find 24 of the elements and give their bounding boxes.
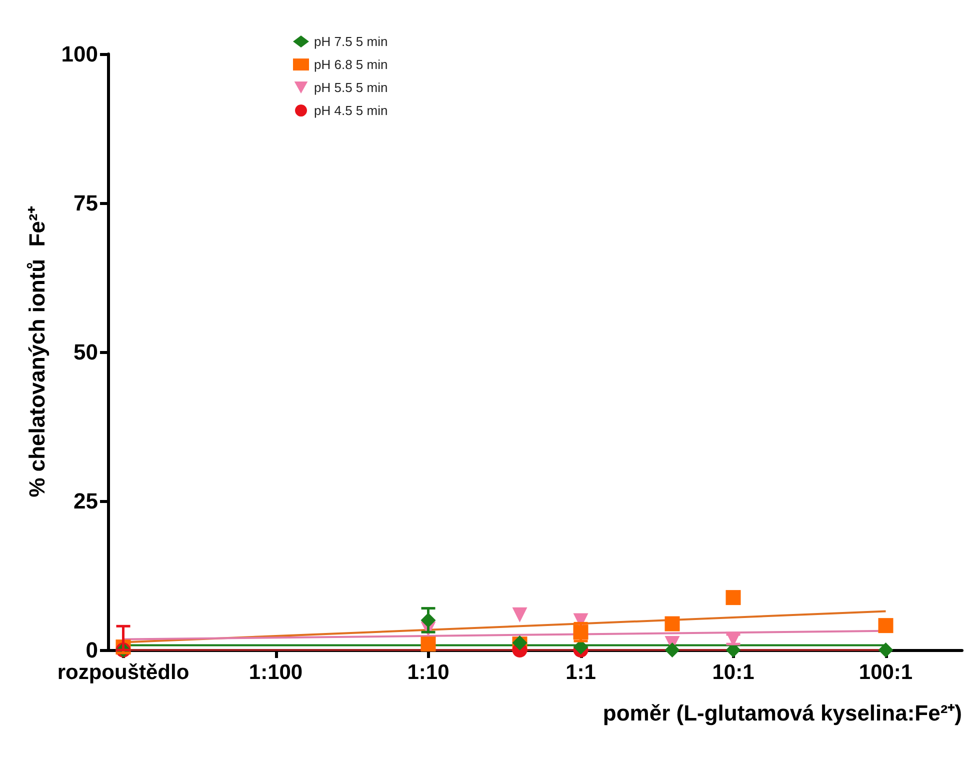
x-tick-label: 10:1 bbox=[712, 661, 755, 684]
point bbox=[878, 618, 894, 634]
x-axis-title: poměr (L-glutamová kyselina:Fe²⁺) bbox=[602, 700, 962, 726]
point bbox=[726, 590, 741, 606]
point bbox=[878, 642, 894, 658]
legend-label: pH 4.5 5 min bbox=[314, 103, 388, 118]
y-axis-title: % chelatovaných iontů Fe²⁺ bbox=[24, 206, 50, 498]
x-tick-label: rozpouštědlo bbox=[57, 661, 190, 684]
y-tick-label: 0 bbox=[86, 638, 98, 662]
x-tick-label: 100:1 bbox=[858, 661, 913, 684]
y-tick-label: 100 bbox=[61, 42, 98, 66]
x-tick-label: 1:100 bbox=[248, 661, 303, 684]
y-tick-label: 75 bbox=[74, 190, 98, 216]
point bbox=[420, 636, 436, 652]
point bbox=[664, 642, 680, 658]
x-tick-label: 1:1 bbox=[566, 661, 596, 684]
legend-label: pH 5.5 5 min bbox=[314, 80, 388, 95]
y-tick-label: 50 bbox=[74, 340, 98, 364]
point bbox=[664, 616, 680, 632]
x-tick-label: 1:10 bbox=[407, 661, 450, 684]
point bbox=[512, 607, 528, 622]
legend-label: pH 6.8 5 min bbox=[314, 57, 388, 72]
y-tick-label: 25 bbox=[74, 488, 98, 514]
legend-label: pH 7.5 5 min bbox=[314, 34, 388, 49]
